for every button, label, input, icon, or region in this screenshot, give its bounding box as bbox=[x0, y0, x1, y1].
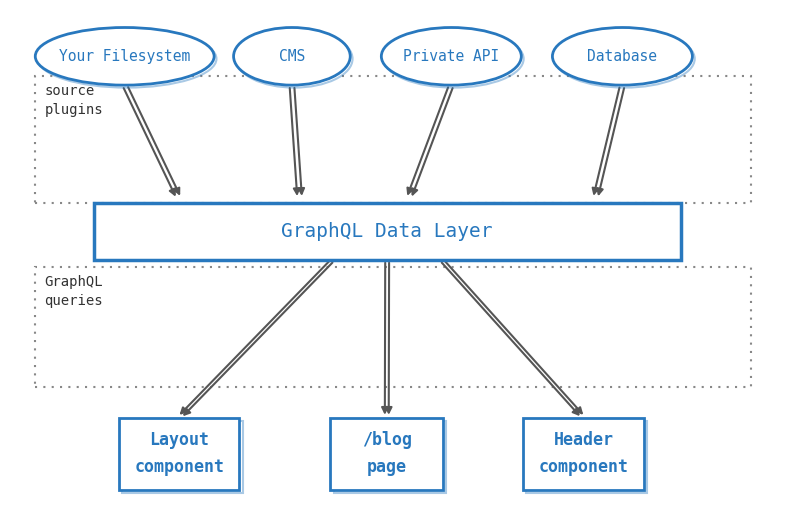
Bar bbox=[330, 418, 443, 490]
Text: Your Filesystem: Your Filesystem bbox=[59, 49, 190, 64]
Bar bbox=[35, 76, 751, 203]
Text: Header
component: Header component bbox=[538, 431, 629, 476]
Text: source
plugins: source plugins bbox=[45, 84, 103, 117]
Text: Private API: Private API bbox=[403, 49, 499, 64]
Text: /blog
page: /blog page bbox=[362, 431, 412, 476]
Bar bbox=[35, 268, 751, 387]
Text: CMS: CMS bbox=[279, 49, 305, 64]
Text: Database: Database bbox=[587, 49, 657, 64]
Text: GraphQL
queries: GraphQL queries bbox=[45, 275, 103, 309]
Ellipse shape bbox=[35, 27, 214, 85]
Bar bbox=[122, 421, 243, 493]
Bar bbox=[523, 418, 644, 490]
Bar bbox=[333, 421, 446, 493]
Bar bbox=[527, 421, 647, 493]
Text: GraphQL Data Layer: GraphQL Data Layer bbox=[281, 222, 493, 241]
Bar bbox=[94, 203, 681, 260]
Ellipse shape bbox=[381, 27, 521, 85]
Text: Layout
component: Layout component bbox=[134, 431, 224, 476]
Bar bbox=[119, 418, 240, 490]
Ellipse shape bbox=[553, 27, 692, 85]
Ellipse shape bbox=[233, 27, 351, 85]
